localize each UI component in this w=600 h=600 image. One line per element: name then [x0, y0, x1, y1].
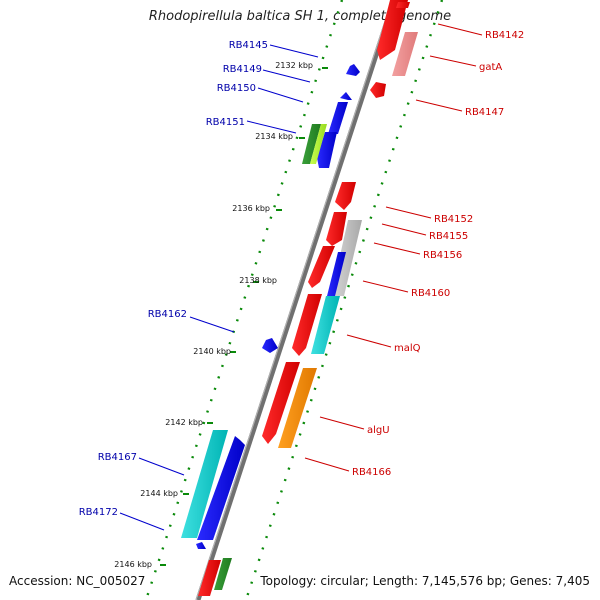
- svg-text:RB4166: RB4166: [352, 467, 391, 478]
- scale-tick: 2136 kbp: [232, 204, 282, 213]
- forward-strand-genes: [262, 0, 418, 448]
- gene-label-rb4156[interactable]: RB4156: [373, 242, 462, 261]
- gene-arrow[interactable]: [326, 212, 347, 246]
- gene-label-rb4162[interactable]: RB4162: [148, 309, 235, 333]
- scale-tick: 2140 kbp: [193, 347, 236, 356]
- svg-text:2140 kbp: 2140 kbp: [193, 347, 231, 356]
- svg-text:RB4142: RB4142: [485, 30, 524, 41]
- gene-arrow[interactable]: [196, 542, 206, 549]
- accession-text: Accession: NC_005027: [9, 574, 146, 588]
- gene-arrow[interactable]: [262, 362, 300, 444]
- svg-text:malQ: malQ: [394, 343, 421, 354]
- right-gene-labels: RB4142 gatA RB4147 RB4152 RB4155 RB4156: [304, 23, 524, 478]
- reverse-strand-genes: [181, 64, 360, 596]
- gene-arrow[interactable]: [396, 2, 410, 8]
- gene-arrow[interactable]: [311, 296, 340, 354]
- svg-text:2136 kbp: 2136 kbp: [232, 204, 270, 213]
- svg-text:RB4151: RB4151: [206, 117, 245, 128]
- gene-arrow[interactable]: [302, 124, 321, 164]
- svg-text:gatA: gatA: [479, 62, 502, 73]
- gene-label-gata[interactable]: gatA: [429, 55, 502, 73]
- svg-text:RB4147: RB4147: [465, 107, 504, 118]
- gene-arrow[interactable]: [340, 92, 352, 100]
- genome-backbone: [195, 0, 397, 600]
- gene-arrow[interactable]: [262, 338, 278, 353]
- gene-arrow[interactable]: [392, 32, 418, 76]
- svg-text:RB4156: RB4156: [423, 250, 462, 261]
- figure-title: Rhodopirellula baltica SH 1, complete ge…: [148, 9, 452, 24]
- gene-label-rb4155[interactable]: RB4155: [381, 223, 468, 242]
- svg-text:RB4150: RB4150: [217, 83, 256, 94]
- gene-arrow[interactable]: [346, 64, 360, 76]
- scale-tick: 2144 kbp: [140, 489, 189, 498]
- svg-text:RB4149: RB4149: [223, 64, 262, 75]
- gene-label-algu[interactable]: algU: [319, 416, 390, 436]
- svg-text:2144 kbp: 2144 kbp: [140, 489, 178, 498]
- gene-arrow[interactable]: [197, 436, 245, 540]
- svg-text:2132 kbp: 2132 kbp: [275, 61, 313, 70]
- gene-label-rb4145[interactable]: RB4145: [229, 40, 319, 58]
- inner-dotted-track: [244, 0, 444, 600]
- svg-text:RB4167: RB4167: [98, 452, 137, 463]
- gene-label-rb4172[interactable]: RB4172: [79, 507, 165, 531]
- gene-arrow[interactable]: [308, 246, 335, 288]
- svg-text:2134 kbp: 2134 kbp: [255, 132, 293, 141]
- svg-text:RB4172: RB4172: [79, 507, 118, 518]
- svg-text:RB4160: RB4160: [411, 288, 450, 299]
- gene-arrow[interactable]: [278, 368, 317, 448]
- gene-arrow[interactable]: [292, 294, 322, 356]
- gene-arrow[interactable]: [214, 558, 232, 590]
- gene-arrow[interactable]: [335, 182, 356, 210]
- svg-text:algU: algU: [367, 425, 390, 436]
- gene-label-rb4149[interactable]: RB4149: [223, 64, 311, 83]
- svg-text:RB4155: RB4155: [429, 231, 468, 242]
- gene-arrow[interactable]: [317, 132, 337, 168]
- svg-text:2146 kbp: 2146 kbp: [114, 560, 152, 569]
- gene-label-rb4152[interactable]: RB4152: [385, 206, 473, 225]
- gene-label-malq[interactable]: malQ: [346, 334, 421, 354]
- svg-text:2138 kbp: 2138 kbp: [239, 276, 277, 285]
- gene-label-rb4147[interactable]: RB4147: [415, 99, 504, 118]
- scale-tick: 2146 kbp: [114, 560, 166, 569]
- gene-label-rb4166[interactable]: RB4166: [304, 457, 391, 478]
- gene-arrow[interactable]: [377, 0, 408, 60]
- genome-summary-text: Topology: circular; Length: 7,145,576 bp…: [260, 574, 590, 588]
- scale-tick: 2134 kbp: [255, 132, 305, 141]
- gene-arrow[interactable]: [370, 82, 386, 98]
- svg-text:2142 kbp: 2142 kbp: [165, 418, 203, 427]
- gene-label-rb4151[interactable]: RB4151: [206, 117, 297, 134]
- scale-tick: 2142 kbp: [165, 418, 213, 427]
- genome-backbone-highlight: [195, 0, 393, 600]
- gene-label-rb4167[interactable]: RB4167: [98, 452, 185, 476]
- gene-arrow[interactable]: [198, 560, 221, 596]
- gene-arrow[interactable]: [181, 430, 228, 538]
- left-gene-labels: RB4145 RB4149 RB4150 RB4151 RB4162 RB416…: [79, 40, 319, 531]
- gene-label-rb4142[interactable]: RB4142: [437, 23, 524, 41]
- scale-ticks: 2132 kbp 2134 kbp 2136 kbp 2138 kbp 2140…: [114, 61, 328, 569]
- gene-arrow[interactable]: [328, 102, 348, 134]
- scale-tick: 2138 kbp: [239, 276, 277, 285]
- scale-tick: 2132 kbp: [275, 61, 328, 70]
- gene-label-rb4150[interactable]: RB4150: [217, 83, 304, 103]
- gene-label-rb4160[interactable]: RB4160: [362, 280, 450, 299]
- svg-text:RB4162: RB4162: [148, 309, 187, 320]
- svg-text:RB4145: RB4145: [229, 40, 268, 51]
- svg-text:RB4152: RB4152: [434, 214, 473, 225]
- gene-arrow[interactable]: [327, 252, 346, 296]
- gene-arrow[interactable]: [310, 124, 327, 164]
